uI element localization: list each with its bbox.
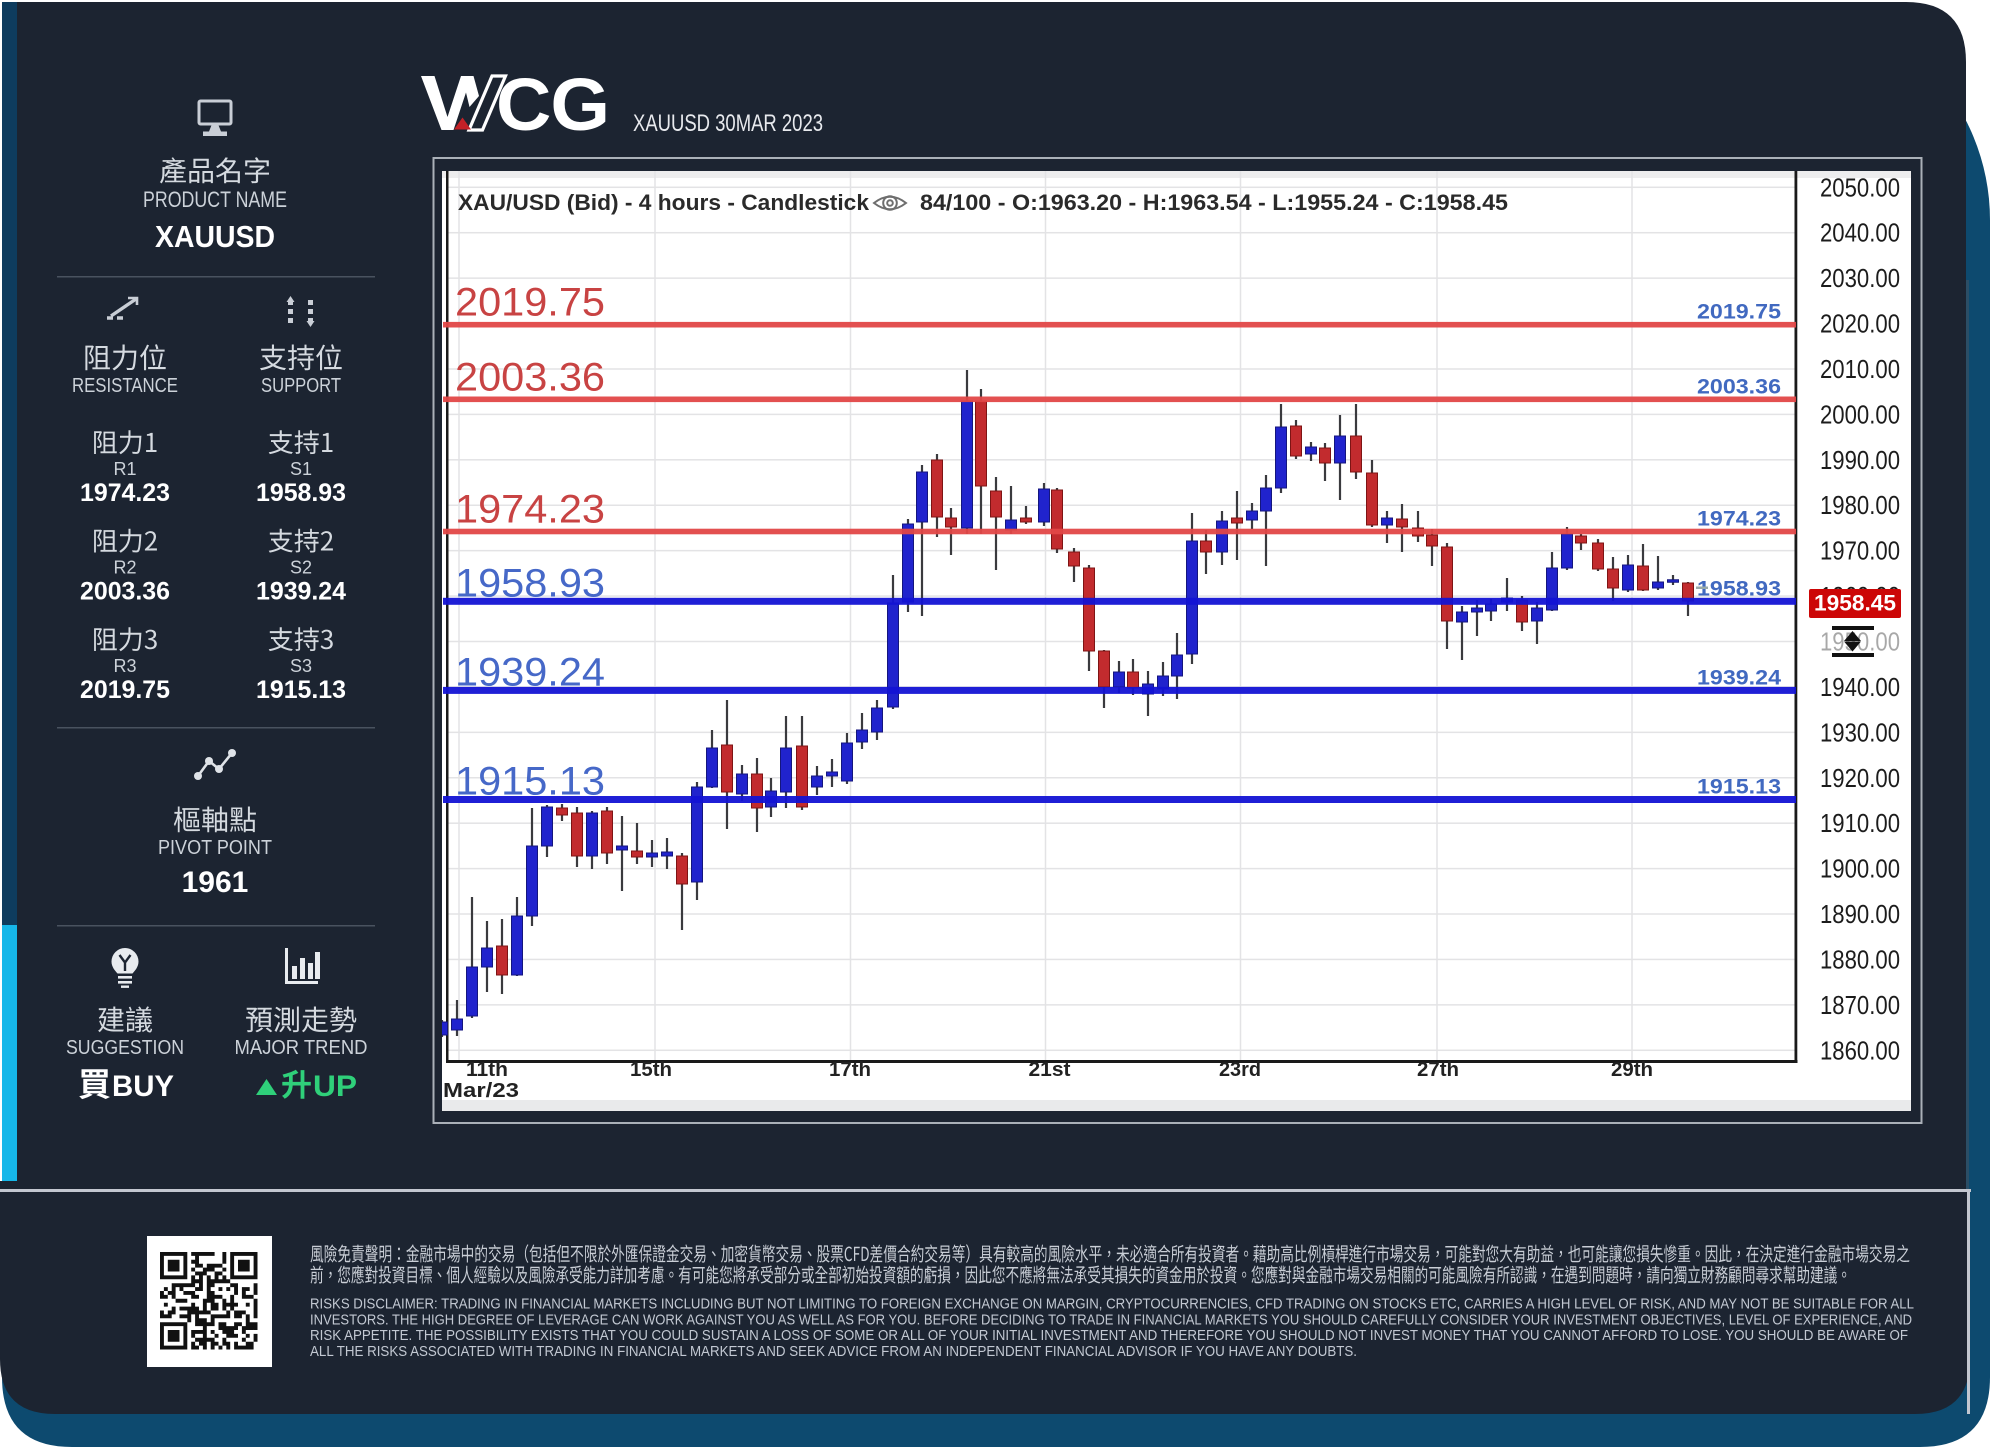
svg-text:2040.00: 2040.00 <box>1820 218 1900 248</box>
svg-text:1974.23: 1974.23 <box>1697 508 1781 531</box>
svg-text:1974.23: 1974.23 <box>455 488 605 532</box>
svg-text:S1: S1 <box>290 459 312 479</box>
svg-text:2050.00: 2050.00 <box>1820 172 1900 202</box>
svg-text:Mar/23: Mar/23 <box>443 1080 519 1102</box>
svg-text:RISKS DISCLAIMER: TRADING IN F: RISKS DISCLAIMER: TRADING IN FINANCIAL M… <box>310 1297 1914 1313</box>
svg-text:1900.00: 1900.00 <box>1820 854 1900 884</box>
svg-text:2003.36: 2003.36 <box>1697 375 1781 398</box>
svg-text:BUY: BUY <box>112 1070 174 1103</box>
svg-text:PRODUCT NAME: PRODUCT NAME <box>143 187 287 212</box>
svg-text:1980.00: 1980.00 <box>1820 490 1900 520</box>
svg-text:11th: 11th <box>466 1059 508 1081</box>
svg-text:17th: 17th <box>829 1059 871 1081</box>
svg-text:R1: R1 <box>113 459 136 479</box>
svg-text:1939.24: 1939.24 <box>256 578 346 606</box>
svg-text:2000.00: 2000.00 <box>1820 399 1900 429</box>
svg-text:1958.45: 1958.45 <box>1814 591 1896 616</box>
svg-text:1939.24: 1939.24 <box>1697 666 1781 689</box>
svg-text:1880.00: 1880.00 <box>1820 944 1900 974</box>
svg-text:23rd: 23rd <box>1219 1059 1261 1081</box>
svg-text:S2: S2 <box>290 558 312 578</box>
svg-text:2019.75: 2019.75 <box>455 281 605 325</box>
svg-text:CG: CG <box>496 63 609 146</box>
svg-text:15th: 15th <box>630 1059 672 1081</box>
svg-text:84/100 - O:1963.20 - H:1963.54: 84/100 - O:1963.20 - H:1963.54 - L:1955.… <box>920 190 1508 215</box>
svg-text:1860.00: 1860.00 <box>1820 1035 1900 1065</box>
svg-text:2019.75: 2019.75 <box>80 676 170 704</box>
svg-text:1970.00: 1970.00 <box>1820 536 1900 566</box>
svg-text:2020.00: 2020.00 <box>1820 309 1900 339</box>
svg-text:1915.13: 1915.13 <box>256 676 346 704</box>
svg-text:2003.36: 2003.36 <box>80 578 170 606</box>
svg-text:2010.00: 2010.00 <box>1820 354 1900 384</box>
svg-text:XAUUSD 30MAR 2023: XAUUSD 30MAR 2023 <box>633 110 823 137</box>
svg-text:INVESTORS. THE HIGH DEGREE OF: INVESTORS. THE HIGH DEGREE OF LEVERAGE C… <box>310 1312 1912 1328</box>
svg-text:1910.00: 1910.00 <box>1820 808 1900 838</box>
svg-text:2019.75: 2019.75 <box>1697 301 1781 324</box>
svg-text:1915.13: 1915.13 <box>1697 776 1781 799</box>
svg-text:SUGGESTION: SUGGESTION <box>66 1037 184 1059</box>
svg-text:SUPPORT: SUPPORT <box>261 375 341 397</box>
svg-text:UP: UP <box>313 1070 357 1103</box>
svg-text:R2: R2 <box>113 558 136 578</box>
svg-text:PIVOT POINT: PIVOT POINT <box>158 837 272 859</box>
svg-text:1930.00: 1930.00 <box>1820 717 1900 747</box>
svg-text:1940.00: 1940.00 <box>1820 672 1900 702</box>
svg-text:2030.00: 2030.00 <box>1820 263 1900 293</box>
svg-text:1890.00: 1890.00 <box>1820 899 1900 929</box>
svg-text:1920.00: 1920.00 <box>1820 763 1900 793</box>
svg-text:27th: 27th <box>1417 1059 1459 1081</box>
svg-text:1961: 1961 <box>182 866 249 899</box>
svg-text:1958.93: 1958.93 <box>1697 577 1781 600</box>
svg-text:1870.00: 1870.00 <box>1820 990 1900 1020</box>
svg-text:R3: R3 <box>113 656 136 676</box>
svg-text:1974.23: 1974.23 <box>80 479 170 507</box>
svg-text:MAJOR TREND: MAJOR TREND <box>235 1037 368 1059</box>
svg-text:XAUUSD: XAUUSD <box>155 219 275 254</box>
svg-text:XAU/USD (Bid) - 4 hours - Cand: XAU/USD (Bid) - 4 hours - Candlestick <box>458 190 870 215</box>
svg-text:RISK APPETITE. THE POSSIBILITY: RISK APPETITE. THE POSSIBILITY EXISTS TH… <box>310 1328 1908 1344</box>
svg-text:S3: S3 <box>290 656 312 676</box>
svg-text:2003.36: 2003.36 <box>455 355 605 399</box>
svg-text:RESISTANCE: RESISTANCE <box>72 375 178 397</box>
svg-text:ALL THE RISKS ASSOCIATED WITH: ALL THE RISKS ASSOCIATED WITH TRADING IN… <box>310 1344 1357 1360</box>
svg-text:1958.93: 1958.93 <box>256 479 346 507</box>
svg-text:29th: 29th <box>1611 1059 1653 1081</box>
svg-text:21st: 21st <box>1029 1059 1071 1081</box>
svg-text:1990.00: 1990.00 <box>1820 445 1900 475</box>
